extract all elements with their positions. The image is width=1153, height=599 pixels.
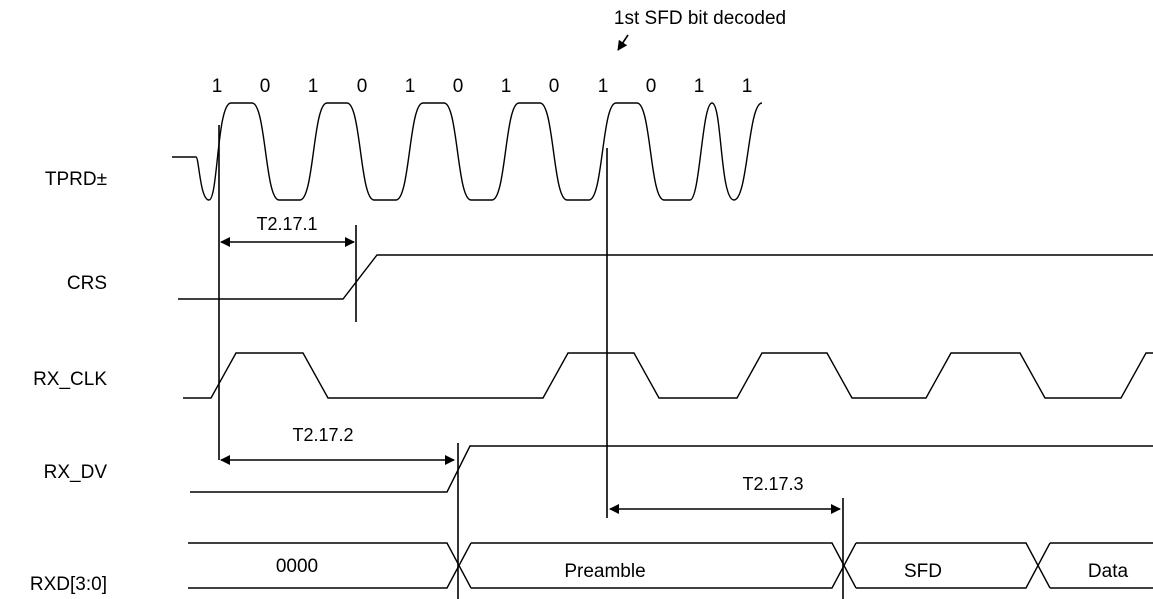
bit-labels: 1 0 1 0 1 0 1 0 1 0 1 1 [212, 76, 753, 97]
bit-label: 1 [694, 76, 705, 97]
annotation-text: 1st SFD bit decoded [614, 8, 786, 29]
timing-label-t2: T2.17.2 [292, 425, 353, 445]
bit-label: 1 [742, 76, 753, 97]
signal-label-crs: CRS [67, 273, 107, 294]
bit-label: 0 [357, 76, 368, 97]
signal-label-rx-clk: RX_CLK [33, 369, 107, 390]
timing-label-t3: T2.17.3 [742, 474, 803, 494]
crs-waveform [178, 254, 1153, 300]
annotation-arrow [617, 34, 629, 51]
rxd-bus-label: Data [1088, 561, 1129, 582]
timing-label-t1: T2.17.1 [256, 214, 317, 234]
bit-label: 1 [501, 76, 512, 97]
bit-label: 1 [212, 76, 223, 97]
bit-label: 0 [260, 76, 271, 97]
bit-label: 0 [646, 76, 657, 97]
bit-label: 1 [598, 76, 609, 97]
bit-label: 1 [308, 76, 319, 97]
rx-clk-waveform [183, 352, 1153, 399]
bit-label: 0 [549, 76, 560, 97]
bit-label: 1 [405, 76, 416, 97]
rx-dv-waveform [190, 445, 1153, 493]
rxd-bus-outline [188, 542, 1153, 589]
bit-label: 0 [453, 76, 464, 97]
rxd-bus-label: SFD [904, 561, 942, 582]
signal-label-tprd: TPRD± [45, 169, 107, 190]
rxd-bus-label: 0000 [276, 556, 318, 577]
tprd-waveform [172, 102, 763, 201]
signal-label-rx-dv: RX_DV [44, 462, 108, 483]
rxd-bus-label: Preamble [564, 561, 645, 582]
rxd-bus: 0000 Preamble SFD Data [188, 542, 1153, 589]
signal-label-rxd: RXD[3:0] [30, 574, 107, 595]
